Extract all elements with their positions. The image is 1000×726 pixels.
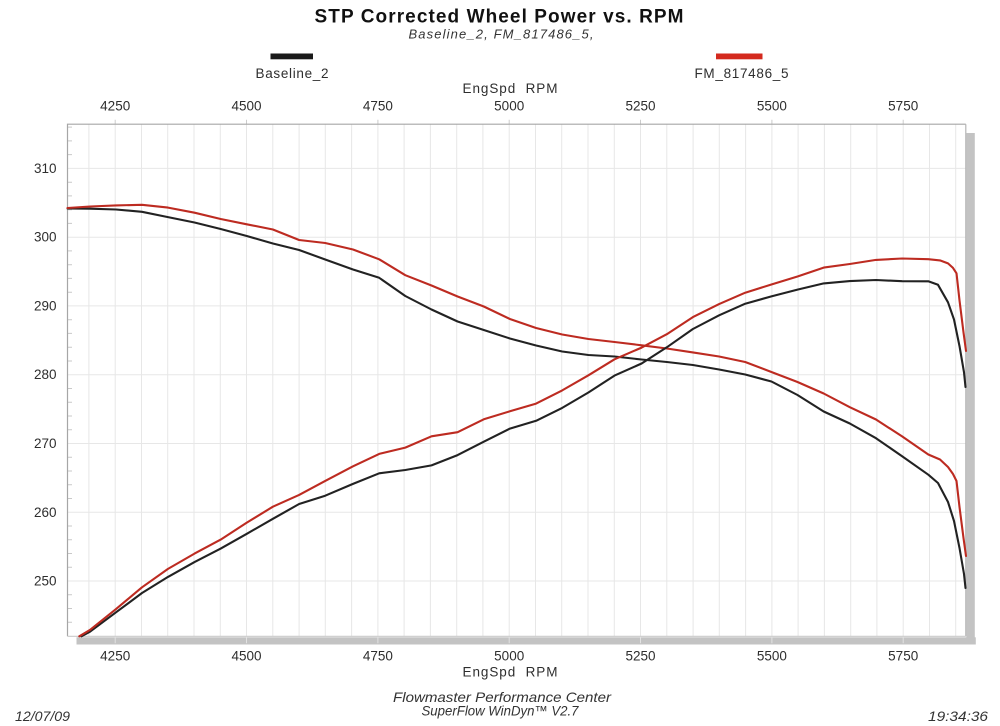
svg-text:4250: 4250 xyxy=(100,99,130,114)
svg-text:EngSpd RPM: EngSpd RPM xyxy=(463,665,558,680)
svg-text:4250: 4250 xyxy=(100,649,130,664)
svg-text:5500: 5500 xyxy=(757,99,787,114)
svg-text:4500: 4500 xyxy=(231,649,261,664)
svg-text:290: 290 xyxy=(34,298,57,313)
svg-text:FM_817486_5: FM_817486_5 xyxy=(695,66,789,81)
svg-text:STP Corrected Wheel Power vs.: STP Corrected Wheel Power vs. RPM xyxy=(315,7,684,28)
svg-text:5750: 5750 xyxy=(888,99,918,114)
svg-text:4500: 4500 xyxy=(231,99,261,114)
svg-text:5500: 5500 xyxy=(757,649,787,664)
svg-text:19:34:36: 19:34:36 xyxy=(928,708,988,724)
svg-text:5750: 5750 xyxy=(888,649,918,664)
svg-text:5000: 5000 xyxy=(494,649,524,664)
svg-text:SuperFlow WinDyn™ V2.7: SuperFlow WinDyn™ V2.7 xyxy=(422,703,580,719)
svg-text:Baseline_2, FM_817486_5,: Baseline_2, FM_817486_5, xyxy=(409,27,594,42)
svg-text:5250: 5250 xyxy=(625,99,655,114)
svg-text:5000: 5000 xyxy=(494,99,524,114)
svg-text:5250: 5250 xyxy=(625,649,655,664)
svg-text:260: 260 xyxy=(34,505,57,520)
svg-text:280: 280 xyxy=(34,367,57,382)
svg-text:Flowmaster Performance Center: Flowmaster Performance Center xyxy=(393,689,612,705)
svg-text:310: 310 xyxy=(34,161,57,176)
svg-text:270: 270 xyxy=(34,436,57,451)
svg-text:12/07/09: 12/07/09 xyxy=(15,708,70,724)
svg-text:250: 250 xyxy=(34,574,57,589)
svg-text:300: 300 xyxy=(34,230,57,245)
svg-text:EngSpd RPM: EngSpd RPM xyxy=(463,81,558,96)
svg-text:Baseline_2: Baseline_2 xyxy=(256,66,329,81)
svg-text:4750: 4750 xyxy=(363,649,393,664)
svg-text:4750: 4750 xyxy=(363,99,393,114)
